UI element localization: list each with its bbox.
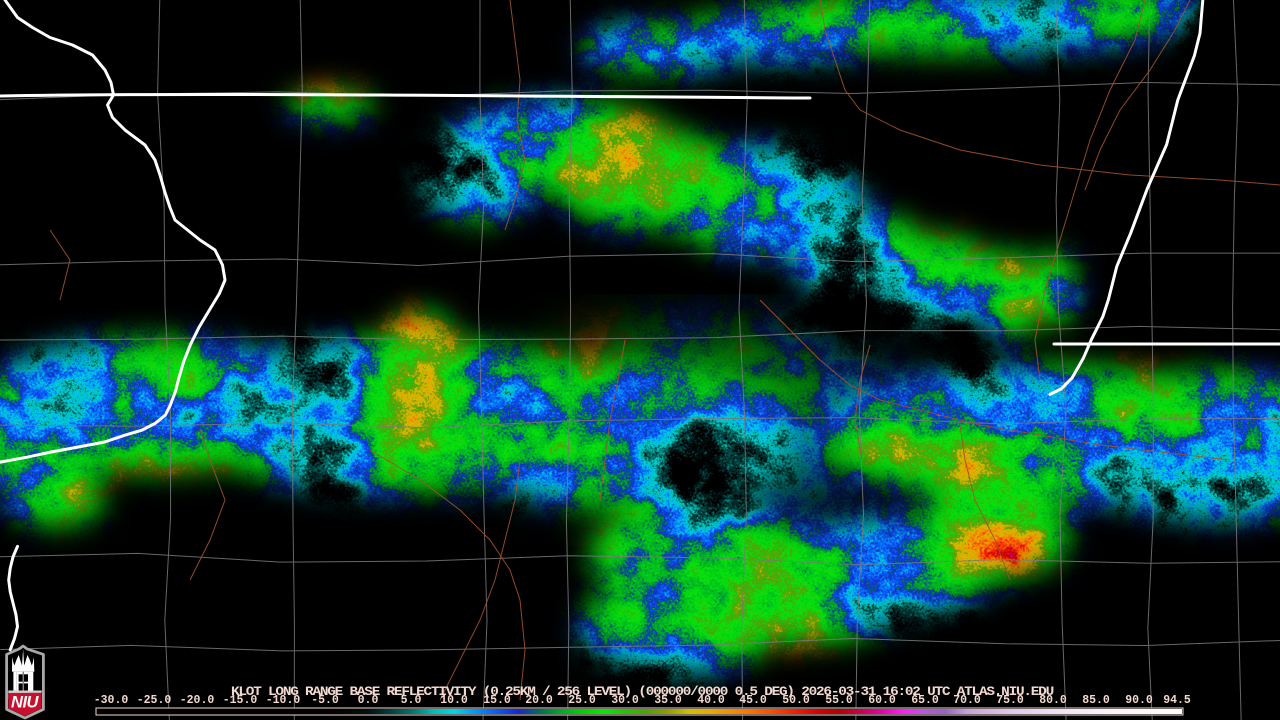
svg-text:85.0: 85.0 xyxy=(1082,694,1110,707)
svg-text:-15.0: -15.0 xyxy=(223,694,258,707)
svg-text:60.0: 60.0 xyxy=(868,694,896,707)
svg-text:25.0: 25.0 xyxy=(568,694,596,707)
svg-text:65.0: 65.0 xyxy=(911,694,939,707)
svg-text:-20.0: -20.0 xyxy=(180,694,215,707)
svg-text:-5.0: -5.0 xyxy=(311,694,339,707)
svg-text:45.0: 45.0 xyxy=(739,694,767,707)
svg-text:80.0: 80.0 xyxy=(1039,694,1067,707)
svg-text:10.0: 10.0 xyxy=(440,694,468,707)
svg-text:75.0: 75.0 xyxy=(996,694,1024,707)
svg-text:70.0: 70.0 xyxy=(953,694,981,707)
svg-text:-30.0: -30.0 xyxy=(94,694,129,707)
svg-text:55.0: 55.0 xyxy=(825,694,853,707)
svg-text:30.0: 30.0 xyxy=(611,694,639,707)
svg-text:15.0: 15.0 xyxy=(483,694,511,707)
svg-text:40.0: 40.0 xyxy=(697,694,725,707)
svg-text:20.0: 20.0 xyxy=(525,694,553,707)
svg-text:35.0: 35.0 xyxy=(654,694,682,707)
svg-text:-10.0: -10.0 xyxy=(266,694,301,707)
svg-text:NIU: NIU xyxy=(11,694,40,712)
svg-text:0.0: 0.0 xyxy=(358,694,379,707)
svg-text:94.5: 94.5 xyxy=(1163,694,1191,707)
svg-text:-25.0: -25.0 xyxy=(137,694,172,707)
svg-text:50.0: 50.0 xyxy=(782,694,810,707)
svg-text:5.0: 5.0 xyxy=(401,694,422,707)
svg-text:90.0: 90.0 xyxy=(1125,694,1153,707)
